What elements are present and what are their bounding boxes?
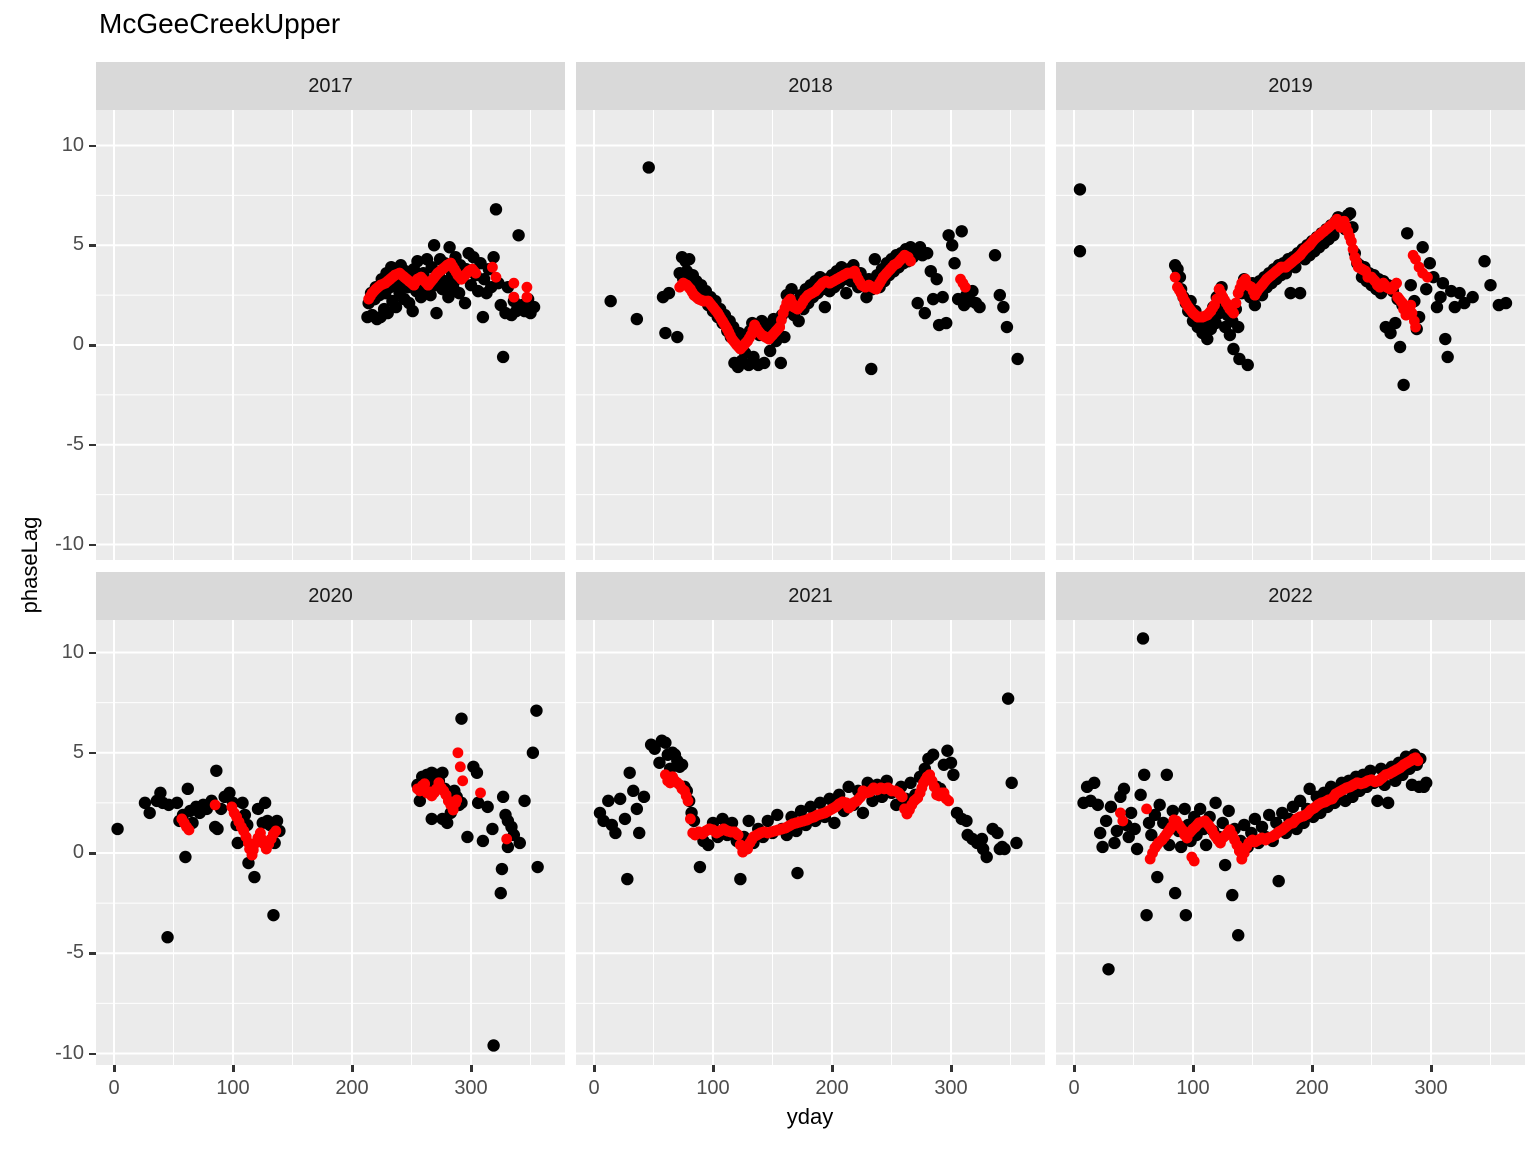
y-tick-label: 5 xyxy=(72,233,84,256)
facet-panel-2022 xyxy=(1056,620,1525,1065)
smoothed-line xyxy=(363,257,533,305)
facet-panel-2017 xyxy=(96,110,565,560)
facet-strip-2017: 2017 xyxy=(96,62,565,110)
x-tick-mark xyxy=(831,1065,834,1072)
x-tick-label: 100 xyxy=(1176,1077,1210,1099)
facet-panel-2019 xyxy=(1056,110,1525,560)
facet-strip-2021: 2021 xyxy=(576,572,1045,620)
x-tick-mark xyxy=(1073,1065,1076,1072)
x-tick-label: 300 xyxy=(454,1077,488,1099)
y-axis-title: phaseLag xyxy=(17,516,42,614)
x-tick-label: 200 xyxy=(335,1077,369,1099)
smoothed-line xyxy=(1169,213,1433,333)
x-tick-label: 300 xyxy=(1414,1077,1448,1099)
x-tick-mark xyxy=(470,1065,473,1072)
x-tick-label: 200 xyxy=(1295,1077,1329,1099)
x-tick-label: 200 xyxy=(815,1077,849,1099)
y-tick-label: 10 xyxy=(61,640,84,663)
x-tick-mark xyxy=(232,1065,235,1072)
x-tick-label: 0 xyxy=(108,1077,120,1099)
y-tick-mark xyxy=(89,144,96,147)
y-tick-label: 5 xyxy=(72,740,84,763)
y-tick-mark xyxy=(89,543,96,546)
x-tick-label: 100 xyxy=(696,1077,730,1099)
y-tick-label: -10 xyxy=(55,532,84,555)
y-tick-label: -10 xyxy=(55,1041,84,1064)
x-tick-label: 100 xyxy=(216,1077,250,1099)
x-tick-label: 300 xyxy=(934,1077,968,1099)
y-tick-label: 0 xyxy=(72,333,84,355)
y-tick-mark xyxy=(89,344,96,347)
facet-panel-2021 xyxy=(576,620,1045,1065)
y-tick-label: 0 xyxy=(72,841,84,863)
y-tick-mark xyxy=(89,1052,96,1055)
y-tick-mark xyxy=(89,651,96,654)
smoothed-line xyxy=(660,769,955,858)
y-tick-label: 10 xyxy=(61,133,84,156)
facet-strip-2020: 2020 xyxy=(96,572,565,620)
x-tick-mark xyxy=(712,1065,715,1072)
x-tick-mark xyxy=(351,1065,354,1072)
x-tick-label: 0 xyxy=(588,1077,600,1099)
x-tick-label: 0 xyxy=(1068,1077,1080,1099)
y-tick-mark xyxy=(89,751,96,755)
facet-strip-label: 2022 xyxy=(1268,584,1313,607)
x-axis-title: yday xyxy=(786,1104,834,1129)
smoothed-line xyxy=(1115,752,1424,867)
facet-strip-label: 2018 xyxy=(788,74,833,97)
facet-strip-label: 2021 xyxy=(788,584,833,607)
facet-strip-2018: 2018 xyxy=(576,62,1045,110)
x-tick-mark xyxy=(1430,1065,1433,1072)
y-tick-mark xyxy=(89,852,96,855)
facet-panel-2020 xyxy=(96,620,565,1065)
facet-strip-2022: 2022 xyxy=(1056,572,1525,620)
y-tick-mark xyxy=(89,244,96,247)
x-tick-mark xyxy=(1311,1065,1314,1072)
x-tick-mark xyxy=(113,1065,116,1072)
facet-strip-label: 2019 xyxy=(1268,74,1313,97)
y-tick-mark xyxy=(89,443,96,447)
smoothed-line xyxy=(176,747,513,861)
y-tick-label: -5 xyxy=(66,432,84,455)
y-tick-label: -5 xyxy=(66,941,84,964)
facet-strip-label: 2017 xyxy=(308,74,353,97)
facet-strip-2019: 2019 xyxy=(1056,62,1525,110)
y-tick-mark xyxy=(89,952,96,955)
x-tick-mark xyxy=(950,1065,953,1072)
smoothed-line xyxy=(674,249,971,355)
facet-strip-label: 2020 xyxy=(308,584,353,607)
x-tick-mark xyxy=(1192,1065,1195,1072)
x-tick-mark xyxy=(593,1065,596,1072)
chart-title: McGeeCreekUpper xyxy=(99,8,341,39)
facet-panel-2018 xyxy=(576,110,1045,560)
